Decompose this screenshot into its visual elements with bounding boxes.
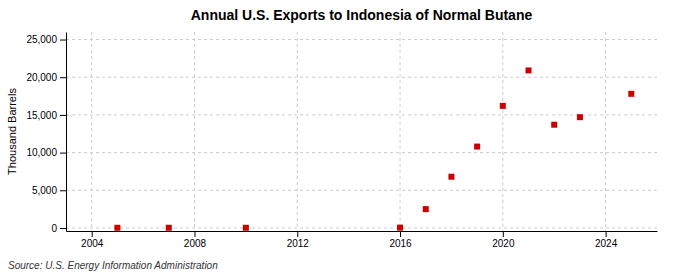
y-axis: 0 5,000 10,000 15,000 20,000 25,000 [26, 33, 66, 234]
point [114, 225, 120, 231]
x-tick-mark [92, 231, 93, 237]
y-tick: 25,000 [26, 34, 66, 45]
x-grid-line [91, 32, 92, 231]
source: Source: U.S. Energy Information Administ… [8, 260, 218, 271]
y-tick: 15,000 [26, 110, 66, 121]
y-grid-line [66, 227, 657, 228]
point [628, 91, 634, 97]
y-grid-line [66, 39, 657, 40]
y-tick-mark [60, 190, 66, 191]
y-grid-line [66, 77, 657, 78]
point [448, 174, 454, 180]
y-grid-line [66, 114, 657, 115]
y-tick-label: 15,000 [26, 110, 57, 121]
x-grid-line [297, 32, 298, 231]
y-tick-label: 0 [51, 223, 57, 234]
x-tick: 2020 [492, 231, 515, 249]
y-tick: 5,000 [32, 185, 66, 196]
x-tick-mark [400, 231, 401, 237]
y-axis-line [66, 33, 67, 232]
y-axis-label: Thousand Barrels [6, 88, 18, 175]
y-tick: 20,000 [26, 72, 66, 83]
x-tick-label: 2020 [492, 238, 515, 249]
x-tick-label: 2004 [81, 238, 104, 249]
x-tick: 2012 [287, 231, 310, 249]
x-grid-line [194, 32, 195, 231]
y-tick-mark [60, 40, 66, 41]
x-tick-mark [194, 231, 195, 237]
points [114, 67, 634, 230]
x-tick: 2024 [595, 231, 618, 249]
x-tick-mark [503, 231, 504, 237]
point [423, 206, 429, 212]
x-grid-line [400, 32, 401, 231]
y-tick-label: 5,000 [32, 185, 57, 196]
x-axis: 2004 2008 2012 2016 2020 2024 [67, 231, 658, 249]
point [243, 225, 249, 231]
point [397, 225, 403, 231]
x-tick-label: 2016 [389, 238, 412, 249]
x-tick-label: 2012 [287, 238, 310, 249]
point [577, 114, 583, 120]
x-tick-label: 2024 [595, 238, 618, 249]
x-tick: 2004 [81, 231, 104, 249]
y-tick-label: 10,000 [26, 147, 57, 158]
grid [66, 32, 657, 231]
y-tick-mark [60, 153, 66, 154]
point [551, 122, 557, 128]
y-tick: 0 [51, 223, 66, 234]
y-tick-mark [60, 77, 66, 78]
plot: 2004 2008 2012 2016 2020 2024 0 5,000 10,000 15,0… [26, 32, 657, 249]
y-grid-line [66, 190, 657, 191]
x-axis-line [67, 231, 658, 232]
point [500, 103, 506, 109]
x-grid-line [605, 32, 606, 231]
y-tick-label: 25,000 [26, 34, 57, 45]
x-tick: 2016 [389, 231, 412, 249]
y-grid-line [66, 152, 657, 153]
y-tick-mark [60, 228, 66, 229]
x-tick-label: 2008 [184, 238, 207, 249]
title: Annual U.S. Exports to Indonesia of Norm… [191, 7, 533, 23]
point [474, 144, 480, 150]
x-tick-mark [606, 231, 607, 237]
x-grid-line [502, 32, 503, 231]
chart: 2004 2008 2012 2016 2020 2024 0 5,000 10,000 15,0… [0, 0, 675, 275]
y-tick: 10,000 [26, 147, 66, 158]
point [526, 67, 532, 73]
x-tick: 2008 [184, 231, 207, 249]
y-tick-mark [60, 115, 66, 116]
point [166, 225, 172, 231]
x-tick-mark [297, 231, 298, 237]
y-tick-label: 20,000 [26, 72, 57, 83]
